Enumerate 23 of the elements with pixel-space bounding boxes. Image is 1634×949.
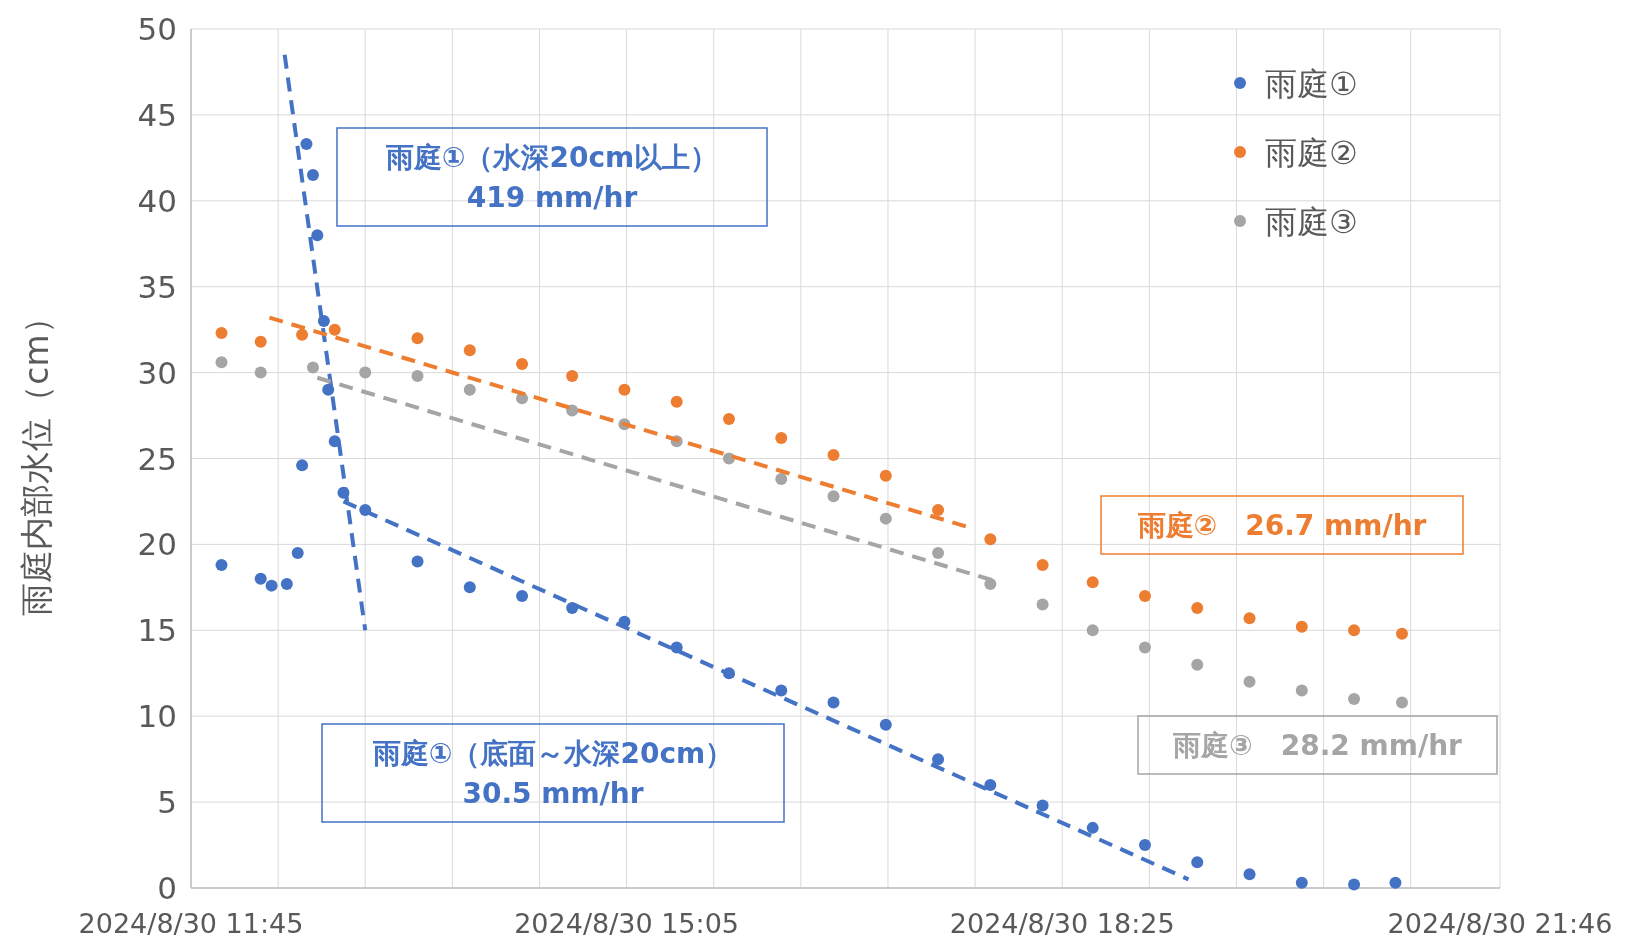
legend-label: 雨庭② [1265, 134, 1358, 172]
y-tick-label: 20 [137, 526, 177, 563]
y-tick-label: 45 [137, 96, 177, 133]
legend-label: 雨庭③ [1265, 203, 1358, 241]
y-tick-label: 50 [137, 11, 177, 47]
annotation: 雨庭①（底面～水深20cm） 30.5 mm/hr [371, 737, 734, 810]
y-tick-label: 0 [157, 870, 177, 906]
y-tick-label: 5 [157, 784, 177, 821]
y-tick-label: 15 [137, 612, 177, 649]
x-tick-label: 2024/8/30 15:05 [514, 908, 740, 939]
y-tick-label: 30 [137, 354, 177, 391]
annotation: 雨庭③ 28.2 mm/hr [1172, 729, 1463, 762]
y-tick-label: 25 [137, 440, 177, 477]
x-tick-label: 2024/8/30 11:45 [78, 908, 304, 939]
legend-label: 雨庭① [1265, 65, 1358, 103]
y-tick-label: 35 [137, 268, 177, 305]
y-tick-label: 10 [137, 698, 177, 735]
x-tick-label: 2024/8/30 21:46 [1387, 908, 1613, 939]
annotation: 雨庭② 26.7 mm/hr [1136, 509, 1427, 542]
x-tick-label: 2024/8/30 18:25 [949, 908, 1175, 939]
y-axis-title: 雨庭内部水位（cm） [17, 301, 56, 616]
annotation: 雨庭①（水深20cm以上） 419 mm/hr [384, 141, 719, 214]
y-tick-label: 40 [137, 182, 177, 219]
